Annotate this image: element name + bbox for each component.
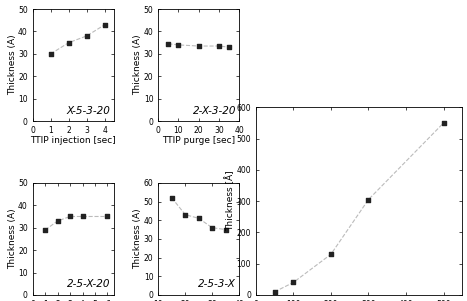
Point bbox=[79, 214, 86, 219]
Point bbox=[215, 44, 223, 48]
X-axis label: TTIP purge [sec]: TTIP purge [sec] bbox=[162, 136, 235, 145]
X-axis label: TTIP injection [sec]: TTIP injection [sec] bbox=[30, 136, 116, 145]
Point bbox=[83, 33, 91, 38]
Y-axis label: Thickness (A): Thickness (A) bbox=[133, 209, 142, 269]
Y-axis label: Thickness [Å]: Thickness [Å] bbox=[225, 171, 235, 231]
Point bbox=[222, 227, 229, 232]
Y-axis label: Thickness (A): Thickness (A) bbox=[7, 209, 17, 269]
Point bbox=[65, 40, 72, 45]
Point bbox=[365, 197, 372, 202]
Point bbox=[175, 42, 182, 47]
Text: 2-5-3-X: 2-5-3-X bbox=[198, 279, 236, 289]
Point bbox=[327, 252, 335, 257]
Point bbox=[182, 212, 189, 217]
Point bbox=[42, 228, 49, 232]
Text: 2-X-3-20: 2-X-3-20 bbox=[192, 106, 236, 116]
Text: X-5-3-20: X-5-3-20 bbox=[67, 106, 111, 116]
Point bbox=[195, 216, 203, 221]
Text: 2-5-X-20: 2-5-X-20 bbox=[67, 279, 111, 289]
Y-axis label: Thickness (A): Thickness (A) bbox=[7, 35, 17, 95]
Point bbox=[208, 225, 216, 230]
Point bbox=[440, 121, 447, 126]
Point bbox=[290, 280, 297, 285]
Y-axis label: Thickness (A): Thickness (A) bbox=[133, 35, 142, 95]
Point bbox=[165, 41, 172, 46]
Point bbox=[168, 195, 176, 200]
Point bbox=[195, 44, 203, 48]
Point bbox=[101, 22, 108, 27]
Point bbox=[104, 214, 111, 219]
Point bbox=[226, 45, 233, 50]
Point bbox=[271, 290, 278, 294]
Point bbox=[54, 219, 61, 223]
Point bbox=[66, 214, 74, 219]
Point bbox=[47, 51, 55, 56]
